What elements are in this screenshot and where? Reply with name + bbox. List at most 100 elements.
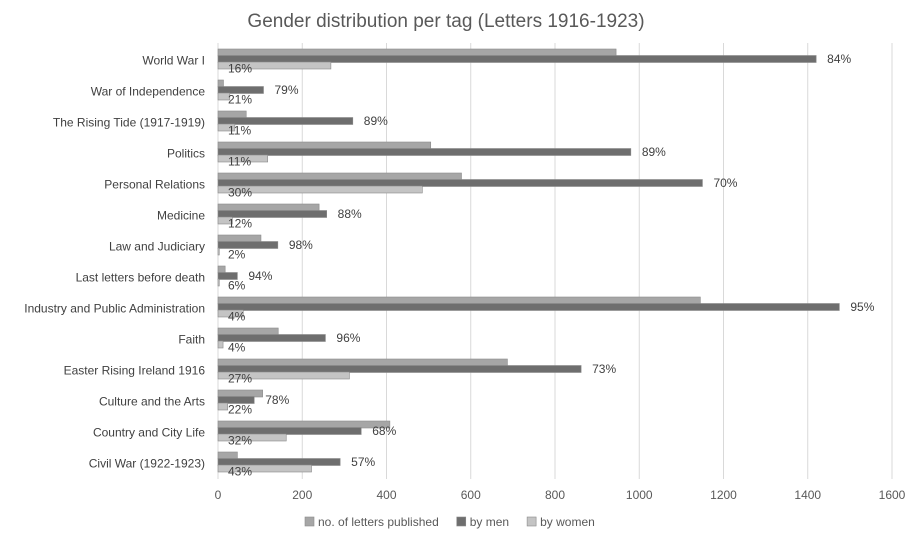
bar [217,420,391,429]
data-label: 30% [228,186,252,200]
bar [217,278,220,287]
data-label: 89% [642,145,666,159]
legend-swatch [456,516,467,527]
x-tick-label: 1400 [794,488,821,502]
bar [217,402,228,411]
x-tick-labels: 0 200 400 600 800 1000 1200 1400 1600 [215,488,906,502]
data-label: 43% [228,465,252,479]
bar [217,464,312,473]
x-tick-label: 400 [376,488,396,502]
bar [217,179,703,187]
bar [217,334,326,342]
legend-swatch [526,516,537,527]
bar [217,371,350,380]
legend-label: by women [540,515,595,529]
bar [217,303,840,311]
bar [217,86,264,94]
bar [217,340,224,349]
bar [217,210,327,218]
x-tick-label: 200 [292,488,312,502]
category-label: Civil War (1922-1923) [89,457,205,471]
category-label: World War I [142,54,205,68]
bar [217,358,508,367]
x-tick-label: 1200 [710,488,737,502]
category-label: Last letters before death [76,271,205,285]
category-label: Faith [178,333,205,347]
category-label: Culture and the Arts [99,395,205,409]
legend-swatch [304,516,315,527]
bar [217,309,244,318]
bar [217,117,354,125]
bar [217,154,269,163]
bar [217,203,320,212]
bar [217,141,432,150]
bar [217,148,632,156]
data-label: 22% [228,403,252,417]
data-label: 79% [274,83,298,97]
category-label: Law and Judiciary [109,240,205,254]
x-tick-label: 1600 [879,488,906,502]
data-label: 88% [338,207,362,221]
data-label: 32% [228,434,252,448]
bar [217,92,231,101]
legend-label: no. of letters published [318,515,439,529]
bar [217,396,255,404]
x-tick-label: 1000 [626,488,653,502]
data-label: 11% [228,124,251,138]
data-label: 98% [289,238,313,252]
data-label: 78% [265,393,289,407]
data-label: 94% [248,269,272,283]
bar [217,433,287,442]
category-label: War of Independence [91,85,206,99]
data-label: 2% [228,248,246,262]
bar [217,265,226,274]
bar [217,185,423,194]
data-label: 21% [228,93,252,107]
bar [217,241,279,249]
bar [217,110,247,119]
category-label: Industry and Public Administration [24,302,205,316]
data-label: 84% [827,52,851,66]
bar [217,296,701,305]
category-label: Medicine [157,209,205,223]
x-tick-label: 600 [461,488,481,502]
x-tick-label: 800 [545,488,565,502]
legend: no. of letters published by men by women [304,515,595,529]
bar [217,61,332,70]
data-label: 70% [713,176,737,190]
data-label: 16% [228,62,252,76]
category-labels: World War I War of Independence The Rising… [24,54,205,471]
bar [217,451,238,460]
category-label: Country and City Life [93,426,205,440]
data-label: 73% [592,362,616,376]
bar [217,234,262,243]
chart-title: Gender distribution per tag (Letters 191… [247,11,644,32]
data-label: 4% [228,341,246,355]
data-label: 89% [364,114,388,128]
category-label: Personal Relations [104,178,205,192]
data-label: 57% [351,455,375,469]
category-label: Politics [167,147,205,161]
x-tick-label: 0 [215,488,222,502]
bar [217,123,236,132]
category-label: The Rising Tide (1917-1919) [53,116,205,130]
bar [217,247,220,256]
bar [217,172,462,181]
bars: 84% 16% 79% 21% 89% 11% 89% 11% 70% 30% 88% 12% 98% 2… [217,48,875,479]
bar [217,365,582,373]
bar [217,48,617,57]
data-label: 4% [228,310,246,324]
bar [217,327,279,336]
bar [217,272,238,280]
data-label: 12% [228,217,252,231]
bar [217,216,233,225]
data-label: 11% [228,155,251,169]
bar [217,55,817,63]
data-label: 6% [228,279,246,293]
data-label: 27% [228,372,252,386]
bar [217,79,224,88]
data-label: 95% [850,300,874,314]
legend-label: by men [470,515,509,529]
